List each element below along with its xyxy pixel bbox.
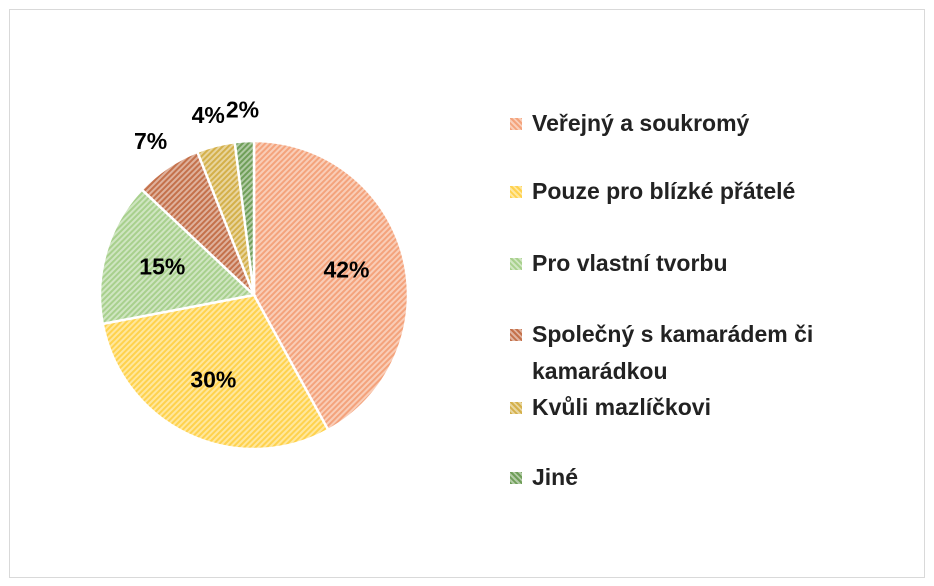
data-label: 7% — [134, 128, 167, 154]
legend-label: Kvůli mazlíčkovi — [532, 394, 711, 420]
legend-item: Veřejný a soukromý — [510, 105, 880, 142]
legend-item: Společný s kamarádem či kamarádkou — [510, 316, 880, 390]
legend-swatch — [510, 258, 522, 270]
legend-label: Společný s kamarádem či kamarádkou — [532, 321, 814, 384]
legend-swatch — [510, 472, 522, 484]
legend-label: Pouze pro blízké přátelé — [532, 178, 796, 204]
legend-item: Kvůli mazlíčkovi — [510, 389, 880, 426]
legend-swatch — [510, 118, 522, 130]
legend-label: Veřejný a soukromý — [532, 110, 750, 136]
data-label: 30% — [190, 366, 236, 392]
legend-swatch — [510, 329, 522, 341]
legend-item: Pouze pro blízké přátelé — [510, 173, 880, 210]
legend-label: Jiné — [532, 464, 579, 490]
legend-swatch — [510, 186, 522, 198]
data-label: 15% — [139, 253, 185, 279]
data-label: 4% — [192, 102, 225, 128]
legend-item: Pro vlastní tvorbu — [510, 245, 880, 282]
data-label: 42% — [323, 256, 369, 282]
legend-item: Jiné — [510, 459, 880, 496]
data-label: 2% — [226, 96, 259, 122]
pie-slice — [101, 293, 330, 451]
legend-swatch — [510, 402, 522, 414]
pie-slice — [233, 139, 256, 296]
pie-slice — [252, 139, 410, 432]
legend-label: Pro vlastní tvorbu — [532, 250, 728, 276]
pie-slice — [98, 187, 257, 326]
